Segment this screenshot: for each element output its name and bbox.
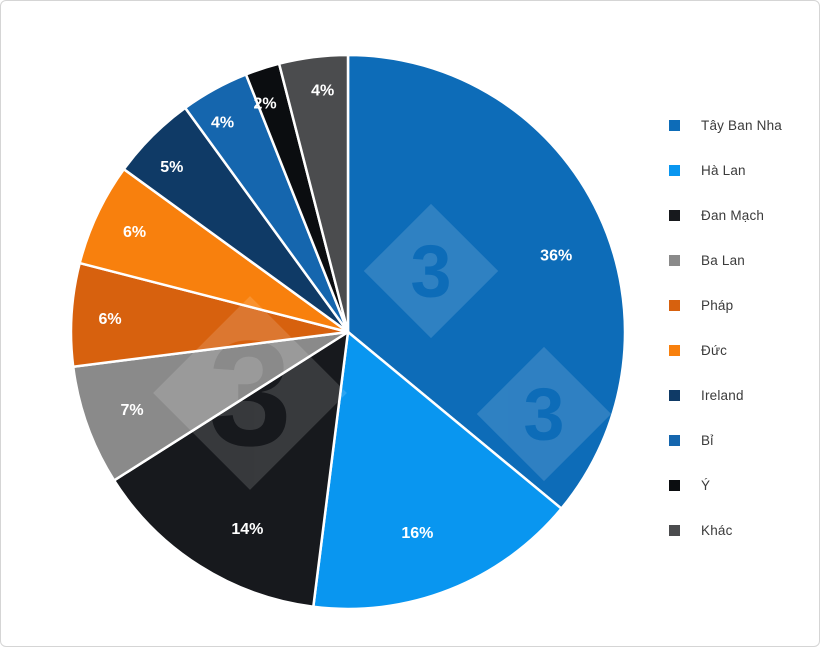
pie-label-0: 36% — [540, 248, 572, 265]
pie-slice-1 — [312, 330, 563, 611]
pie-label-8: 2% — [254, 96, 277, 113]
pie-slice-9 — [277, 53, 350, 334]
pie-label-6: 5% — [160, 159, 183, 176]
pie-label-5: 6% — [123, 224, 146, 241]
pie-slices — [69, 53, 627, 611]
pie-label-4: 6% — [99, 311, 122, 328]
pie-label-2: 14% — [231, 521, 263, 538]
pie-label-7: 4% — [211, 115, 234, 132]
pie-value-labels: 36% 16% 14% 7% 6% 6% 5% 4% 2% 4% — [99, 83, 573, 543]
pie-label-3: 7% — [120, 402, 143, 419]
pie-slice-0 — [346, 53, 627, 510]
pie-slice-2 — [112, 330, 350, 609]
pie-label-9: 4% — [311, 83, 334, 100]
pie-slice-3 — [71, 330, 350, 482]
pie-label-1: 16% — [401, 525, 433, 542]
